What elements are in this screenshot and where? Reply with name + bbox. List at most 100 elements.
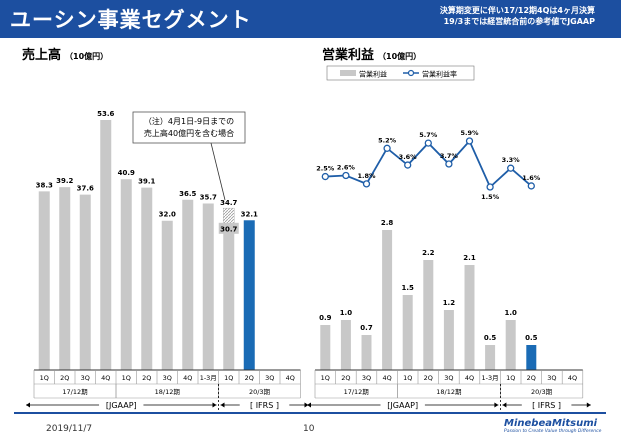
profit-legend-box (326, 65, 475, 81)
profit-bar (382, 230, 393, 370)
profit-bar (361, 335, 372, 370)
logo-tagline: Passion to Create Value through Differen… (504, 429, 602, 434)
sales-period-label: 20/3期 (249, 388, 271, 396)
sales-annotation-pointer (210, 142, 226, 201)
sales-cat-label: 3Q (163, 374, 172, 382)
profit-gaap-label: [JGAAP] (387, 401, 418, 410)
sales-gaap-arrowhead (212, 402, 217, 408)
sales-value-label: 35.7 (200, 193, 217, 201)
sales-bar (202, 203, 214, 370)
sales-gaap-arrowhead (220, 402, 225, 408)
sales-chart: 38.339.2 37.6 53.6 40.939.1 32.0 36.5 35.7 30.7… (26, 110, 309, 412)
margin-marker (486, 183, 494, 191)
margin-label: 2.6% (337, 164, 356, 172)
margin-marker (342, 171, 350, 180)
profit-gaap-arrowhead (307, 402, 311, 408)
sales-value-label: 32.1 (241, 210, 258, 218)
sales-period-label: 18/12期 (155, 388, 181, 396)
sales-gaap-label: [JGAAP] (106, 401, 137, 410)
margin-marker (404, 161, 412, 169)
sales-cat-label: 3Q (81, 374, 90, 382)
profit-gaap-label: [ IFRS ] (532, 401, 561, 410)
sales-value-label: 40.9 (118, 169, 135, 177)
profit-value-label: 2.2 (422, 249, 435, 257)
profit-cat-label: 4Q (465, 374, 474, 382)
sales-value-label: 53.6 (97, 110, 114, 118)
margin-label: 5.9% (460, 129, 479, 137)
profit-cat-label: 1Q (403, 374, 412, 382)
margin-marker (362, 180, 371, 188)
sales-value-label: 34.7 (220, 199, 237, 207)
margin-label: 5.2% (378, 136, 397, 144)
profit-value-label: 0.9 (319, 314, 332, 322)
sales-bar (120, 179, 132, 370)
sales-inner-label-bg (218, 222, 239, 234)
profit-cat-label: 1Q (321, 374, 330, 382)
profit-period-label: 18/12期 (436, 388, 462, 396)
sales-bar (79, 194, 91, 370)
legend-line-marker (407, 69, 415, 77)
sales-title: 売上高 （10億円） (22, 44, 108, 63)
sales-bar (141, 187, 153, 370)
sales-annotation-box (132, 111, 246, 144)
margin-marker (527, 182, 535, 190)
sales-bar (223, 226, 235, 370)
legend-bar-label: 営業利益 (359, 70, 387, 79)
profit-cat-label: 1-3月 (482, 374, 499, 382)
margin-label: 1.5% (481, 193, 500, 201)
sales-cat-label: 4Q (183, 374, 192, 382)
header-note: 決算期変更に伴い17/12期4Qは4ヶ月決算 19/3までは経営統合前の参考値で… (440, 5, 595, 27)
header-note-line2: 19/3までは経営統合前の参考値でJGAAP (443, 17, 595, 26)
margin-label: 1.6% (522, 174, 541, 182)
sales-value-label: 38.3 (36, 181, 53, 189)
sales-gaap-arrowhead (26, 402, 30, 408)
sales-inner-label: 30.7 (220, 225, 237, 233)
profit-bar (340, 320, 351, 370)
sales-cat-label: 1-3月 (200, 374, 217, 382)
profit-unit: （10億円） (378, 52, 422, 61)
profit-bar (485, 345, 496, 370)
margin-marker (383, 144, 391, 152)
profit-bar (320, 325, 331, 370)
profit-value-label: 1.2 (443, 299, 456, 307)
profit-cat-label: 3Q (362, 374, 371, 382)
margin-marker (445, 160, 453, 168)
sales-gaap-label: [ IFRS ] (250, 401, 279, 410)
sales-cat-label: 2Q (245, 374, 254, 382)
logo-name: MinebeaMitsumi (504, 418, 598, 429)
profit-title: 営業利益 （10億円） (322, 44, 421, 63)
profit-value-label: 0.5 (525, 334, 538, 342)
profit-gaap-arrowhead (502, 402, 507, 408)
profit-value-label: 1.0 (340, 309, 353, 317)
profit-value-label: 2.8 (381, 219, 394, 227)
page-number: 10 (303, 424, 315, 434)
profit-cat-label: 3Q (547, 374, 556, 382)
company-logo: MinebeaMitsumi Passion to Create Value t… (504, 418, 604, 436)
sales-period-label: 17/12期 (62, 388, 88, 396)
profit-value-label: 0.7 (360, 324, 373, 332)
profit-bar (402, 295, 413, 370)
footer-divider (14, 412, 606, 414)
sales-cat-label: 4Q (286, 374, 295, 382)
margin-label: 3.3% (502, 156, 521, 164)
sales-value-label: 39.2 (56, 177, 73, 185)
profit-cat-label: 2Q (424, 374, 433, 382)
sales-cat-label: 2Q (60, 374, 69, 382)
profit-period-label: 20/3期 (531, 388, 553, 396)
sales-title-text: 売上高 (22, 48, 62, 63)
margin-line (325, 139, 532, 189)
margin-label: 1.8% (357, 172, 376, 180)
sales-value-label: 36.5 (179, 190, 196, 198)
margin-marker (321, 172, 329, 181)
profit-gaap-arrowhead (586, 402, 591, 408)
sales-annotation-line2: 売上高40億円を含む場合 (144, 128, 234, 138)
profit-cat-label: 3Q (444, 374, 453, 382)
margin-label: 3.7% (440, 152, 459, 160)
header-bar: ユーシン事業セグメント 決算期変更に伴い17/12期4Qは4ヶ月決算 19/3ま… (0, 0, 621, 38)
sales-cat-label: 4Q (101, 374, 110, 382)
sales-bar (59, 187, 71, 370)
sales-cat-label: 3Q (265, 374, 274, 382)
margin-marker (424, 139, 432, 147)
profit-bar (464, 265, 475, 370)
